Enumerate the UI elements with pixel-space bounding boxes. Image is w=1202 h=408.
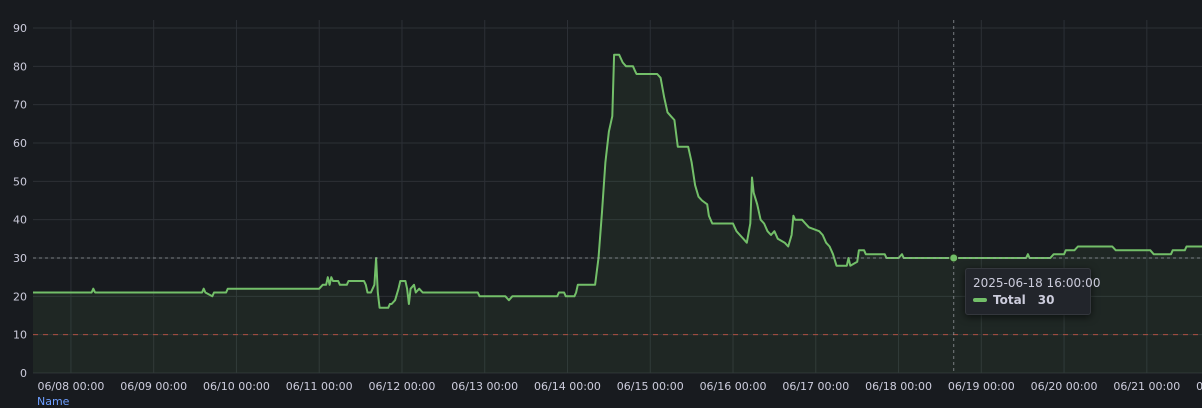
- series-line-total: [33, 53, 1202, 309]
- x-tick-label: 06/16 00:00: [700, 380, 767, 393]
- x-tick-label: 06/09 00:00: [120, 380, 187, 393]
- y-axis: 0 10 20 30 40 50 60 70 80 90: [13, 22, 27, 380]
- x-tick-label: 06/21 00:00: [1113, 380, 1180, 393]
- x-tick-label: 06/19 00:00: [948, 380, 1015, 393]
- y-tick-label: 20: [13, 290, 27, 303]
- y-tick-label: 10: [13, 329, 27, 342]
- x-tick-label: 06/11 00:00: [286, 380, 353, 393]
- y-tick-label: 30: [13, 252, 27, 265]
- y-tick-label: 60: [13, 137, 27, 150]
- x-tick-label: 06/12 00:00: [369, 380, 436, 393]
- tooltip-time: 2025-06-18 16:00:00: [973, 276, 1101, 290]
- x-tick-label: 06/13 00:00: [451, 380, 518, 393]
- x-tick-label: 06/22 00:00: [1196, 380, 1202, 393]
- x-axis: 06/08 00:00 06/09 00:00 06/10 00:00 06/11 0…: [37, 380, 1202, 393]
- tooltip-series-name: Total: [993, 293, 1026, 307]
- hover-tooltip: 2025-06-18 16:00:00 Total 30: [965, 268, 1100, 315]
- series-area-total: [33, 54, 1202, 374]
- y-tick-label: 40: [13, 214, 27, 227]
- y-tick-label: 90: [13, 22, 27, 35]
- y-tick-label: 70: [13, 99, 27, 112]
- y-tick-label: 0: [20, 367, 27, 380]
- series-layer: [33, 53, 1202, 374]
- y-tick-label: 50: [13, 175, 27, 188]
- y-tick-label: 80: [13, 60, 27, 73]
- crosshair: [33, 20, 1202, 373]
- x-tick-label: 06/08 00:00: [37, 380, 104, 393]
- x-tick-label: 06/18 00:00: [865, 380, 932, 393]
- x-tick-label: 06/20 00:00: [1031, 380, 1098, 393]
- x-tick-label: 06/17 00:00: [782, 380, 849, 393]
- tooltip-series-swatch: [973, 298, 987, 302]
- tooltip-series-value: 30: [1037, 293, 1055, 307]
- tooltip-series-row: Total 30: [973, 293, 1055, 307]
- x-tick-label: 06/14 00:00: [534, 380, 601, 393]
- hover-point: [949, 253, 959, 263]
- x-tick-label: 06/15 00:00: [617, 380, 684, 393]
- x-tick-label: 06/10 00:00: [203, 380, 270, 393]
